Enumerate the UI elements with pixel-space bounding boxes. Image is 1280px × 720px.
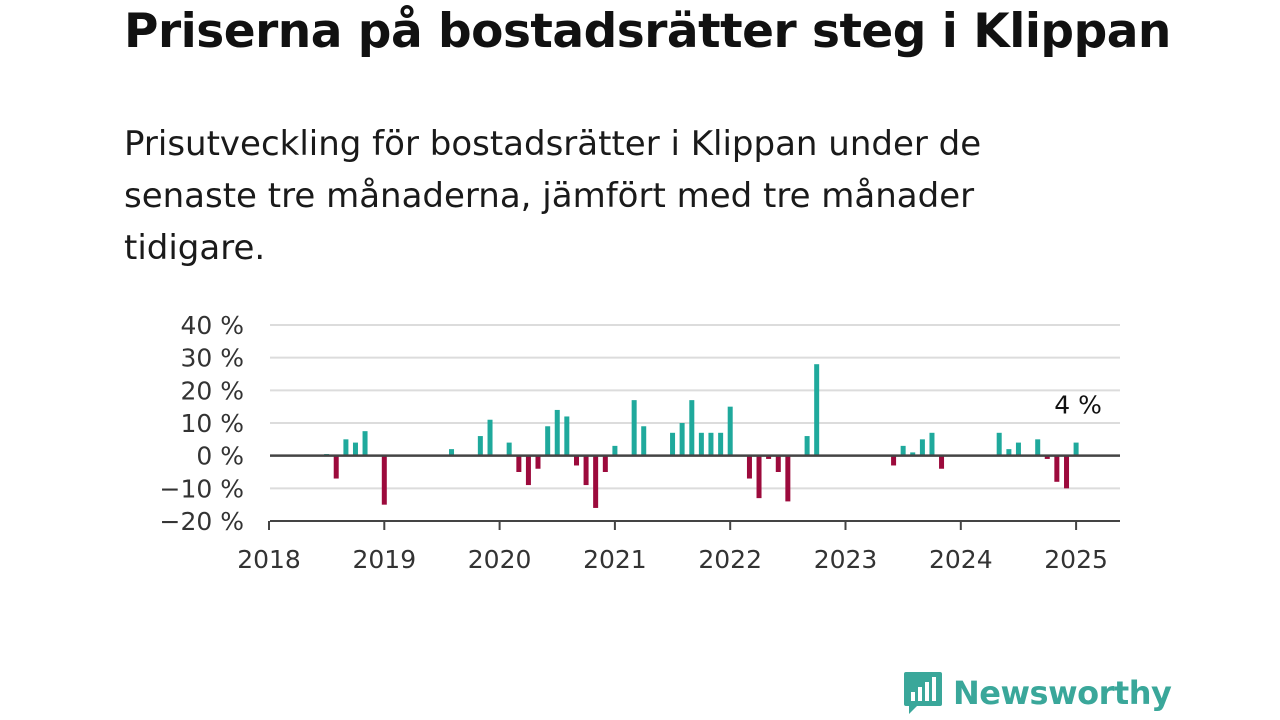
bar xyxy=(535,455,541,469)
bar xyxy=(641,426,647,456)
newsworthy-brand: Newsworthy xyxy=(903,670,1172,716)
bar xyxy=(756,455,762,499)
bar xyxy=(583,455,589,486)
bar xyxy=(1035,439,1041,456)
bar xyxy=(689,400,695,456)
bar xyxy=(804,436,810,456)
bar xyxy=(362,431,368,456)
bar xyxy=(487,419,493,456)
bar xyxy=(593,455,599,508)
data-label: 4 % xyxy=(1054,391,1102,420)
bar xyxy=(554,409,560,456)
x-tick-label: 2024 xyxy=(929,545,993,574)
bar xyxy=(814,364,820,456)
chart-title: Priserna på bostadsrätter steg i Klippan xyxy=(124,4,1171,59)
bar xyxy=(929,432,935,456)
bar xyxy=(900,445,906,456)
bar xyxy=(1054,455,1060,482)
x-tick-label: 2018 xyxy=(237,545,301,574)
bar xyxy=(996,432,1002,456)
bar xyxy=(1073,442,1079,456)
bar xyxy=(698,432,704,456)
bar xyxy=(333,455,339,479)
bar xyxy=(785,455,791,502)
newsworthy-logo-icon xyxy=(904,672,942,714)
bar xyxy=(574,455,580,466)
bar xyxy=(891,455,897,466)
bar xyxy=(670,432,676,456)
y-tick-label: 0 % xyxy=(196,442,244,471)
bar xyxy=(775,455,781,472)
bar xyxy=(1064,455,1070,489)
bar xyxy=(477,436,483,456)
bar xyxy=(449,449,455,456)
bar xyxy=(525,455,531,486)
bar xyxy=(516,455,522,472)
bar xyxy=(1044,455,1050,459)
bar xyxy=(343,439,349,456)
bar xyxy=(506,442,512,456)
bar xyxy=(718,432,724,456)
bar xyxy=(746,455,752,479)
bar xyxy=(631,400,637,456)
bar xyxy=(564,416,570,456)
bar xyxy=(352,442,358,456)
x-tick-label: 2022 xyxy=(698,545,762,574)
x-tick-label: 2025 xyxy=(1044,545,1108,574)
y-tick-label: −10 % xyxy=(160,474,244,503)
y-tick-label: −20 % xyxy=(160,507,244,536)
x-tick-label: 2019 xyxy=(352,545,416,574)
bar xyxy=(1006,449,1012,456)
bar xyxy=(545,426,551,456)
chart-subtitle: Prisutveckling för bostadsrätter i Klipp… xyxy=(124,124,982,268)
x-tick-label: 2021 xyxy=(583,545,647,574)
bar xyxy=(919,439,925,456)
bar xyxy=(708,432,714,456)
y-tick-label: 30 % xyxy=(180,344,244,373)
bar xyxy=(602,455,608,472)
x-tick-label: 2023 xyxy=(814,545,878,574)
bar xyxy=(766,455,772,459)
bar xyxy=(939,455,945,469)
y-tick-label: 40 % xyxy=(180,311,244,340)
bar xyxy=(1015,442,1021,456)
bar xyxy=(910,452,916,456)
bar xyxy=(612,445,618,456)
brand-name: Newsworthy xyxy=(953,674,1172,712)
bar xyxy=(679,423,685,456)
y-tick-label: 10 % xyxy=(180,409,244,438)
y-tick-label: 20 % xyxy=(180,376,244,405)
bar xyxy=(727,406,733,456)
x-tick-label: 2020 xyxy=(468,545,532,574)
bar xyxy=(381,455,387,505)
